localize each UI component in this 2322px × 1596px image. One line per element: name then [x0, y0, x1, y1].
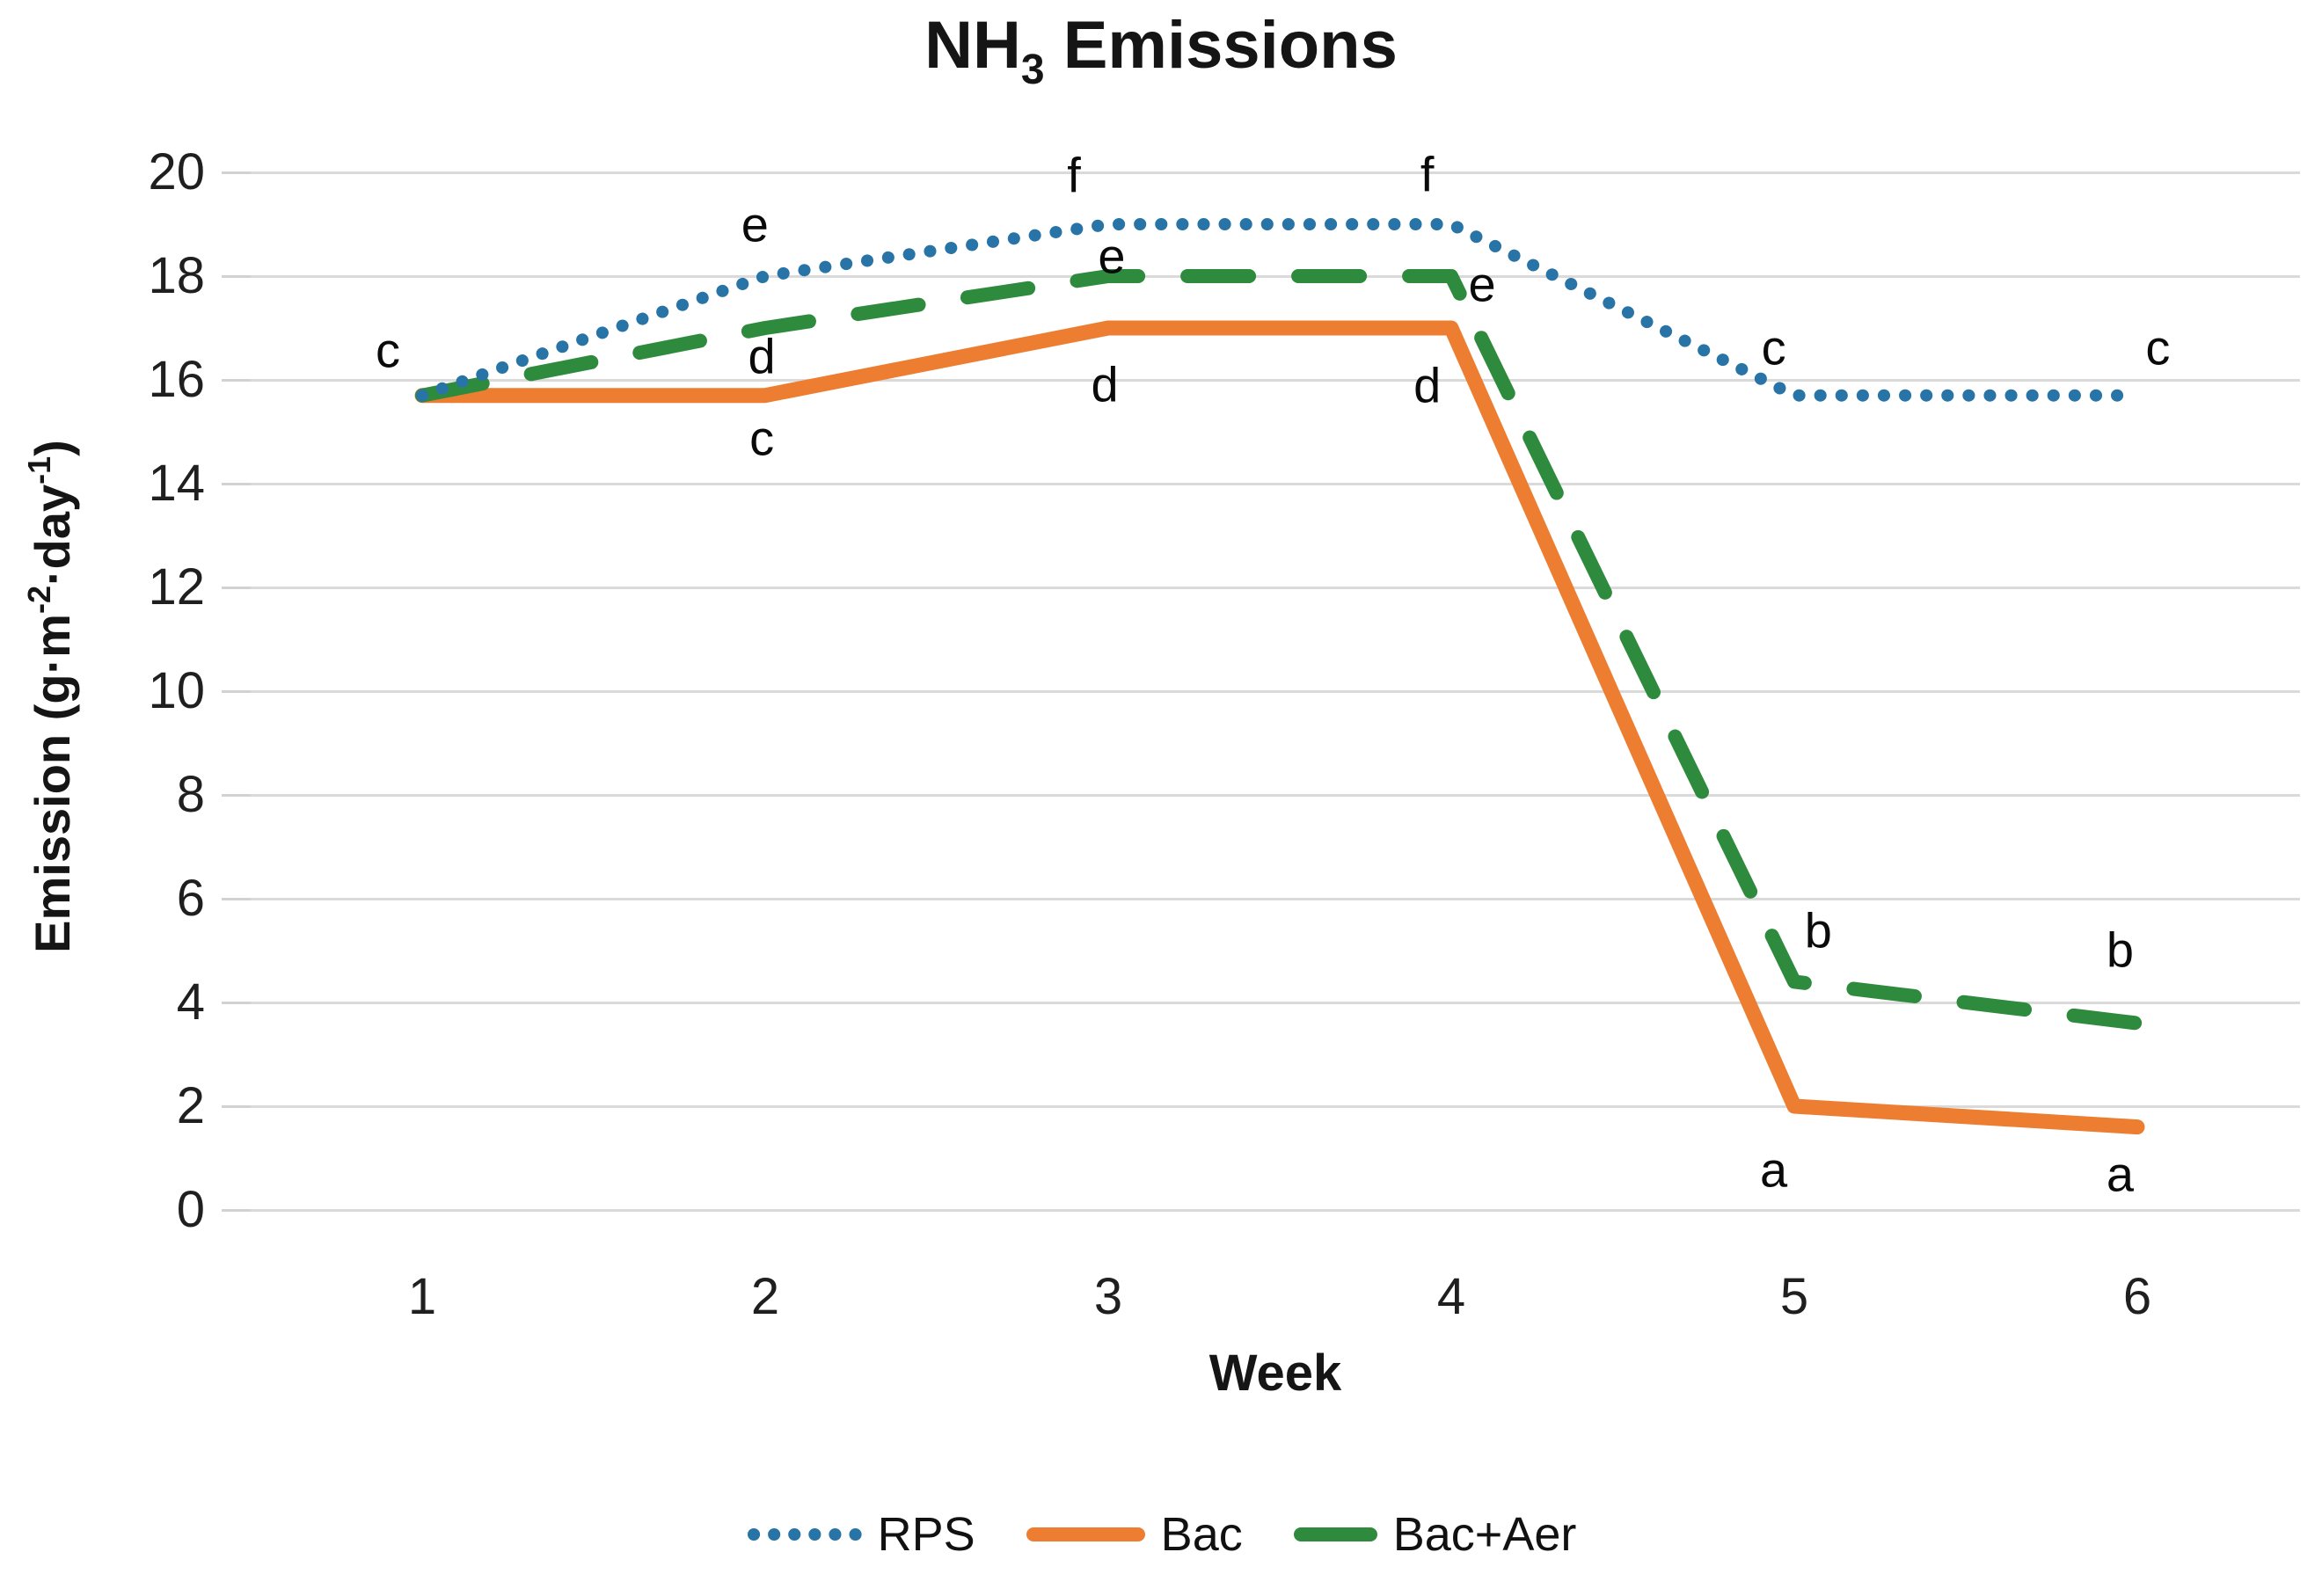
gridline-y-14 — [251, 482, 2300, 485]
point-label-b: b — [2106, 922, 2135, 978]
legend-swatch-dotted — [747, 1528, 862, 1541]
gridline-y-20 — [251, 171, 2300, 174]
y-axis-tick — [222, 689, 251, 693]
y-tick-label-2: 2 — [176, 1077, 205, 1134]
series-line-rps — [416, 218, 2143, 402]
gridline-y-10 — [251, 689, 2300, 693]
point-label-f: f — [1420, 146, 1435, 202]
x-tick-label-1: 1 — [407, 1268, 437, 1325]
legend-item-bac-aer: Bac+Aer — [1293, 1507, 1577, 1562]
gridline-y-2 — [251, 1104, 2300, 1108]
legend-swatch-dashed — [1293, 1527, 1377, 1541]
y-tick-label-14: 14 — [148, 455, 205, 512]
y-tick-label-18: 18 — [148, 247, 205, 304]
x-tick-label-2: 2 — [750, 1268, 780, 1325]
y-axis-tick — [222, 586, 251, 589]
legend-label: Bac+Aer — [1392, 1508, 1577, 1561]
y-axis-tick — [222, 1104, 251, 1108]
y-axis-tick — [222, 897, 251, 900]
legend-item-rps: RPS — [746, 1507, 975, 1562]
gridline-y-16 — [251, 378, 2300, 382]
y-axis-tick — [222, 378, 251, 382]
x-tick-label-5: 5 — [1779, 1268, 1809, 1325]
series-line-bac — [414, 320, 2145, 1135]
chart-title-post: Emissions — [1044, 8, 1398, 83]
y-axis-tick — [222, 171, 251, 174]
y-tick-label-16: 16 — [148, 351, 205, 408]
y-tick-label-0: 0 — [176, 1181, 205, 1238]
series-line-bac-aer — [415, 269, 2144, 1031]
x-axis-title: Week — [1208, 1345, 1342, 1402]
gridline-y-8 — [251, 793, 2300, 797]
x-tick-label-6: 6 — [2122, 1268, 2152, 1325]
chart-title-subscript: 3 — [1020, 47, 1045, 93]
chart-title-pre: NH — [924, 8, 1021, 83]
y-axis-tick — [222, 1001, 251, 1004]
y-tick-label-8: 8 — [176, 766, 205, 823]
gridline-y-18 — [251, 274, 2300, 278]
legend-swatch-solid — [1026, 1527, 1145, 1541]
gridline-y-6 — [251, 897, 2300, 900]
legend-label: RPS — [877, 1508, 975, 1561]
point-label-c: c — [2145, 319, 2171, 375]
point-label-d: d — [748, 328, 776, 384]
y-axis-tick — [222, 274, 251, 278]
y-tick-label-4: 4 — [176, 973, 205, 1031]
point-label-d: d — [1091, 356, 1119, 412]
point-label-e: e — [1098, 228, 1126, 284]
gridline-y-0 — [251, 1208, 2300, 1212]
legend: RPS Bac Bac+Aer — [0, 1495, 2322, 1574]
point-label-c: c — [1761, 319, 1786, 375]
y-axis-tick — [222, 482, 251, 485]
x-tick-label-3: 3 — [1093, 1268, 1123, 1325]
y-tick-label-20: 20 — [148, 143, 205, 200]
point-label-c: c — [376, 322, 400, 378]
series-lines-svg — [414, 218, 2145, 1135]
point-label-c: c — [749, 410, 775, 466]
y-tick-label-12: 12 — [148, 558, 205, 616]
point-label-a: a — [1760, 1141, 1788, 1198]
point-label-d: d — [1413, 357, 1442, 413]
legend-label: Bac — [1160, 1508, 1243, 1561]
gridline-y-12 — [251, 586, 2300, 589]
x-tick-label-4: 4 — [1436, 1268, 1466, 1325]
point-label-f: f — [1067, 147, 1081, 203]
y-axis-tick — [222, 1208, 251, 1212]
gridline-y-4 — [251, 1001, 2300, 1004]
chart-title: NH3 Emissions — [0, 7, 2322, 94]
y-axis-tick — [222, 793, 251, 797]
point-label-b: b — [1804, 902, 1832, 958]
legend-item-bac: Bac — [1026, 1507, 1243, 1562]
point-label-e: e — [741, 196, 769, 252]
point-label-a: a — [2106, 1146, 2135, 1202]
y-tick-label-6: 6 — [176, 870, 205, 927]
point-label-e: e — [1468, 256, 1496, 312]
y-tick-label-10: 10 — [148, 662, 205, 719]
